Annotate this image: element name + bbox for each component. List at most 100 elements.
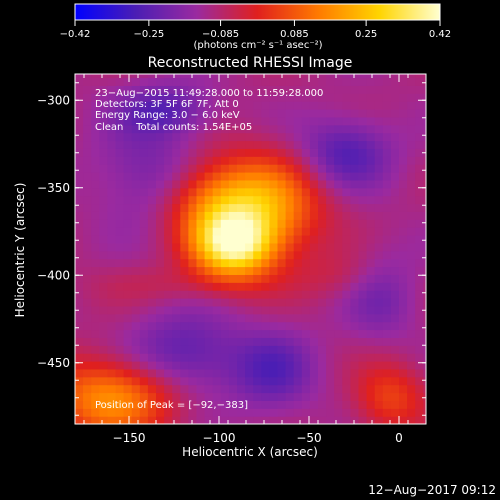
heatmap-cell: [188, 172, 198, 181]
heatmap-cell: [172, 77, 181, 86]
heatmap-cell: [180, 321, 189, 331]
heatmap-cell: [115, 203, 125, 212]
heatmap-cell: [358, 124, 368, 134]
heatmap-cell: [318, 156, 327, 165]
heatmap-cell: [99, 132, 108, 142]
heatmap-cell: [99, 116, 108, 126]
heatmap-cell: [139, 74, 149, 79]
heatmap-cell: [423, 376, 426, 386]
heatmap-cell: [115, 172, 125, 181]
heatmap-cell: [407, 77, 416, 86]
heatmap-cell: [188, 305, 198, 315]
heatmap-cell: [164, 227, 173, 236]
heatmap-cell: [212, 132, 222, 142]
heatmap-cell: [123, 313, 133, 323]
heatmap-cell: [301, 187, 311, 197]
heatmap-cell: [115, 313, 125, 323]
heatmap-cell: [423, 172, 426, 181]
heatmap-cell: [261, 408, 270, 417]
heatmap-cell: [164, 219, 173, 228]
heatmap-cell: [156, 93, 165, 102]
heatmap-cell: [180, 368, 189, 378]
heatmap-cell: [245, 116, 254, 126]
heatmap-cell: [172, 124, 181, 134]
heatmap-cell: [123, 282, 133, 291]
heatmap-cell: [107, 132, 117, 142]
heatmap-cell: [407, 235, 416, 244]
heatmap-cell: [366, 179, 376, 189]
heatmap-cell: [334, 305, 343, 315]
heatmap-cell: [399, 124, 408, 134]
heatmap-cell: [156, 116, 165, 126]
heatmap-cell: [220, 187, 230, 197]
heatmap-cell: [164, 376, 173, 386]
heatmap-cell: [83, 400, 92, 409]
heatmap-cell: [123, 298, 133, 307]
heatmap-cell: [342, 353, 351, 362]
heatmap-cell: [99, 124, 108, 134]
heatmap-cell: [390, 305, 400, 315]
heatmap-cell: [309, 156, 319, 165]
heatmap-cell: [228, 132, 238, 142]
heatmap-cell: [172, 195, 181, 205]
heatmap-cell: [293, 77, 303, 86]
heatmap-cell: [407, 109, 416, 118]
heatmap-cell: [301, 116, 311, 126]
heatmap-cell: [423, 250, 426, 260]
heatmap-cell: [131, 368, 141, 378]
heatmap-cell: [123, 290, 133, 299]
heatmap-cell: [342, 124, 351, 134]
heatmap-cell: [139, 235, 149, 244]
heatmap-cell: [164, 353, 173, 362]
heatmap-cell: [350, 298, 360, 307]
heatmap-cell: [293, 219, 303, 228]
heatmap-cell: [172, 148, 181, 157]
heatmap-cell: [358, 345, 368, 354]
heatmap-cell: [156, 211, 165, 220]
heatmap-cell: [115, 368, 125, 378]
heatmap-cell: [99, 274, 108, 283]
heatmap-cell: [83, 337, 92, 346]
heatmap-cell: [390, 140, 400, 149]
heatmap-cell: [75, 337, 84, 346]
heatmap-cell: [326, 116, 335, 126]
heatmap-cell: [156, 290, 165, 299]
heatmap-cell: [237, 156, 246, 165]
heatmap-cell: [188, 219, 198, 228]
heatmap-cell: [342, 282, 351, 291]
heatmap-cell: [245, 219, 254, 228]
heatmap-cell: [301, 124, 311, 134]
heatmap-cell: [342, 140, 351, 149]
heatmap-cell: [407, 132, 416, 142]
heatmap-cell: [172, 361, 181, 370]
heatmap-cell: [423, 400, 426, 409]
heatmap-cell: [326, 353, 335, 362]
heatmap-cell: [123, 321, 133, 331]
heatmap-cell: [180, 116, 189, 126]
heatmap-cell: [407, 187, 416, 197]
heatmap-cell: [245, 408, 254, 417]
heatmap-cell: [374, 227, 384, 236]
heatmap-cell: [91, 109, 100, 118]
heatmap-cell: [334, 227, 343, 236]
heatmap-cell: [423, 109, 426, 118]
heatmap-cell: [245, 227, 254, 236]
heatmap-cell: [358, 274, 368, 283]
heatmap-cell: [220, 282, 230, 291]
heatmap-cell: [188, 266, 198, 275]
heatmap-cell: [188, 329, 198, 338]
heatmap-cell: [285, 416, 295, 424]
heatmap-cell: [293, 116, 303, 126]
heatmap-cell: [75, 203, 84, 212]
heatmap-cell: [390, 242, 400, 252]
heatmap-cell: [374, 321, 384, 331]
heatmap-cell: [164, 258, 173, 268]
heatmap-cell: [374, 250, 384, 260]
heatmap-cell: [156, 416, 165, 424]
heatmap-cell: [212, 313, 222, 323]
heatmap-cell: [147, 140, 157, 149]
heatmap-cell: [156, 140, 165, 149]
heatmap-cell: [285, 85, 295, 94]
heatmap-cell: [147, 290, 157, 299]
heatmap-cell: [293, 140, 303, 149]
